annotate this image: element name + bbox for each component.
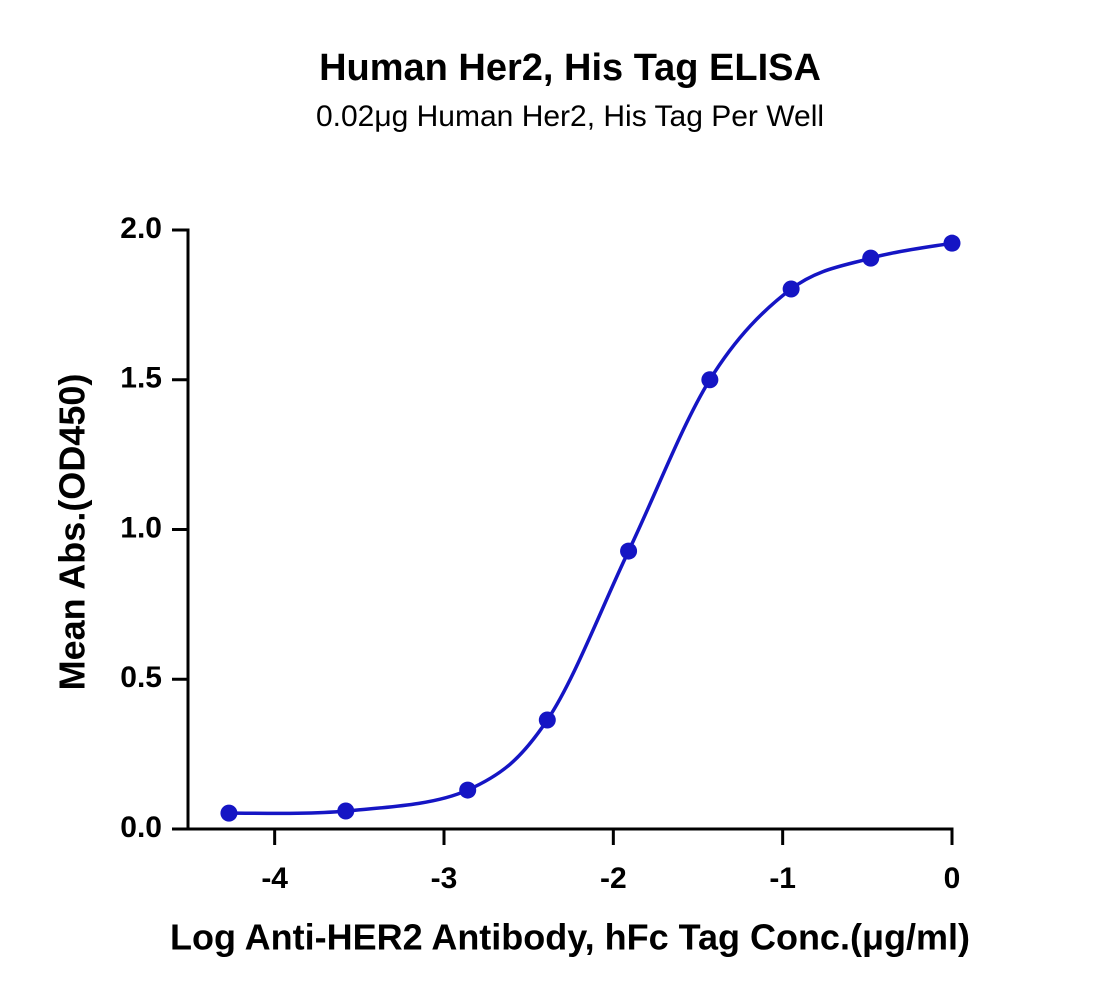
data-point xyxy=(943,234,961,252)
y-tick-label: 1.5 xyxy=(120,362,162,395)
x-tick-label: 0 xyxy=(944,862,961,895)
fit-curve xyxy=(228,241,953,816)
data-point xyxy=(620,542,638,560)
data-point xyxy=(220,804,238,822)
data-point xyxy=(782,280,800,298)
y-tick-label: 0.0 xyxy=(120,811,162,844)
data-point xyxy=(701,371,719,389)
x-tick-label: -2 xyxy=(600,862,627,895)
data-point xyxy=(538,711,556,729)
y-tick-label: 1.0 xyxy=(120,511,162,544)
data-point xyxy=(459,781,477,799)
x-tick-label: -4 xyxy=(261,862,288,895)
chart-title: Human Her2, His Tag ELISA xyxy=(319,47,821,89)
y-tick-label: 0.5 xyxy=(120,661,162,694)
y-axis-label: Mean Abs.(OD450) xyxy=(52,374,93,691)
x-tick-label: -1 xyxy=(769,862,796,895)
data-point xyxy=(337,802,355,820)
x-tick-label: -3 xyxy=(431,862,458,895)
y-tick-label: 2.0 xyxy=(120,212,162,245)
chart-subtitle: 0.02μg Human Her2, His Tag Per Well xyxy=(316,100,824,133)
data-point xyxy=(862,249,880,267)
x-axis-label: Log Anti-HER2 Antibody, hFc Tag Conc.(μg… xyxy=(170,917,970,958)
